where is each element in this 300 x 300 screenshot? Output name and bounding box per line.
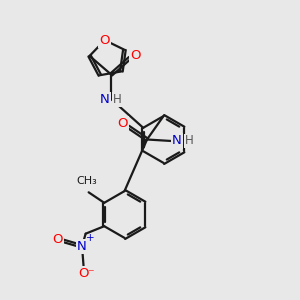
Text: O: O bbox=[78, 267, 89, 280]
Text: N: N bbox=[100, 93, 110, 106]
Text: H: H bbox=[113, 93, 122, 106]
Text: O: O bbox=[100, 34, 110, 47]
Text: O: O bbox=[52, 233, 63, 246]
Text: ⁻: ⁻ bbox=[87, 267, 93, 280]
Text: H: H bbox=[184, 134, 194, 148]
Text: N: N bbox=[77, 240, 87, 253]
Text: O: O bbox=[117, 117, 128, 130]
Text: N: N bbox=[172, 134, 182, 148]
Text: +: + bbox=[86, 233, 95, 243]
Text: CH₃: CH₃ bbox=[77, 176, 98, 186]
Text: O: O bbox=[130, 49, 140, 62]
